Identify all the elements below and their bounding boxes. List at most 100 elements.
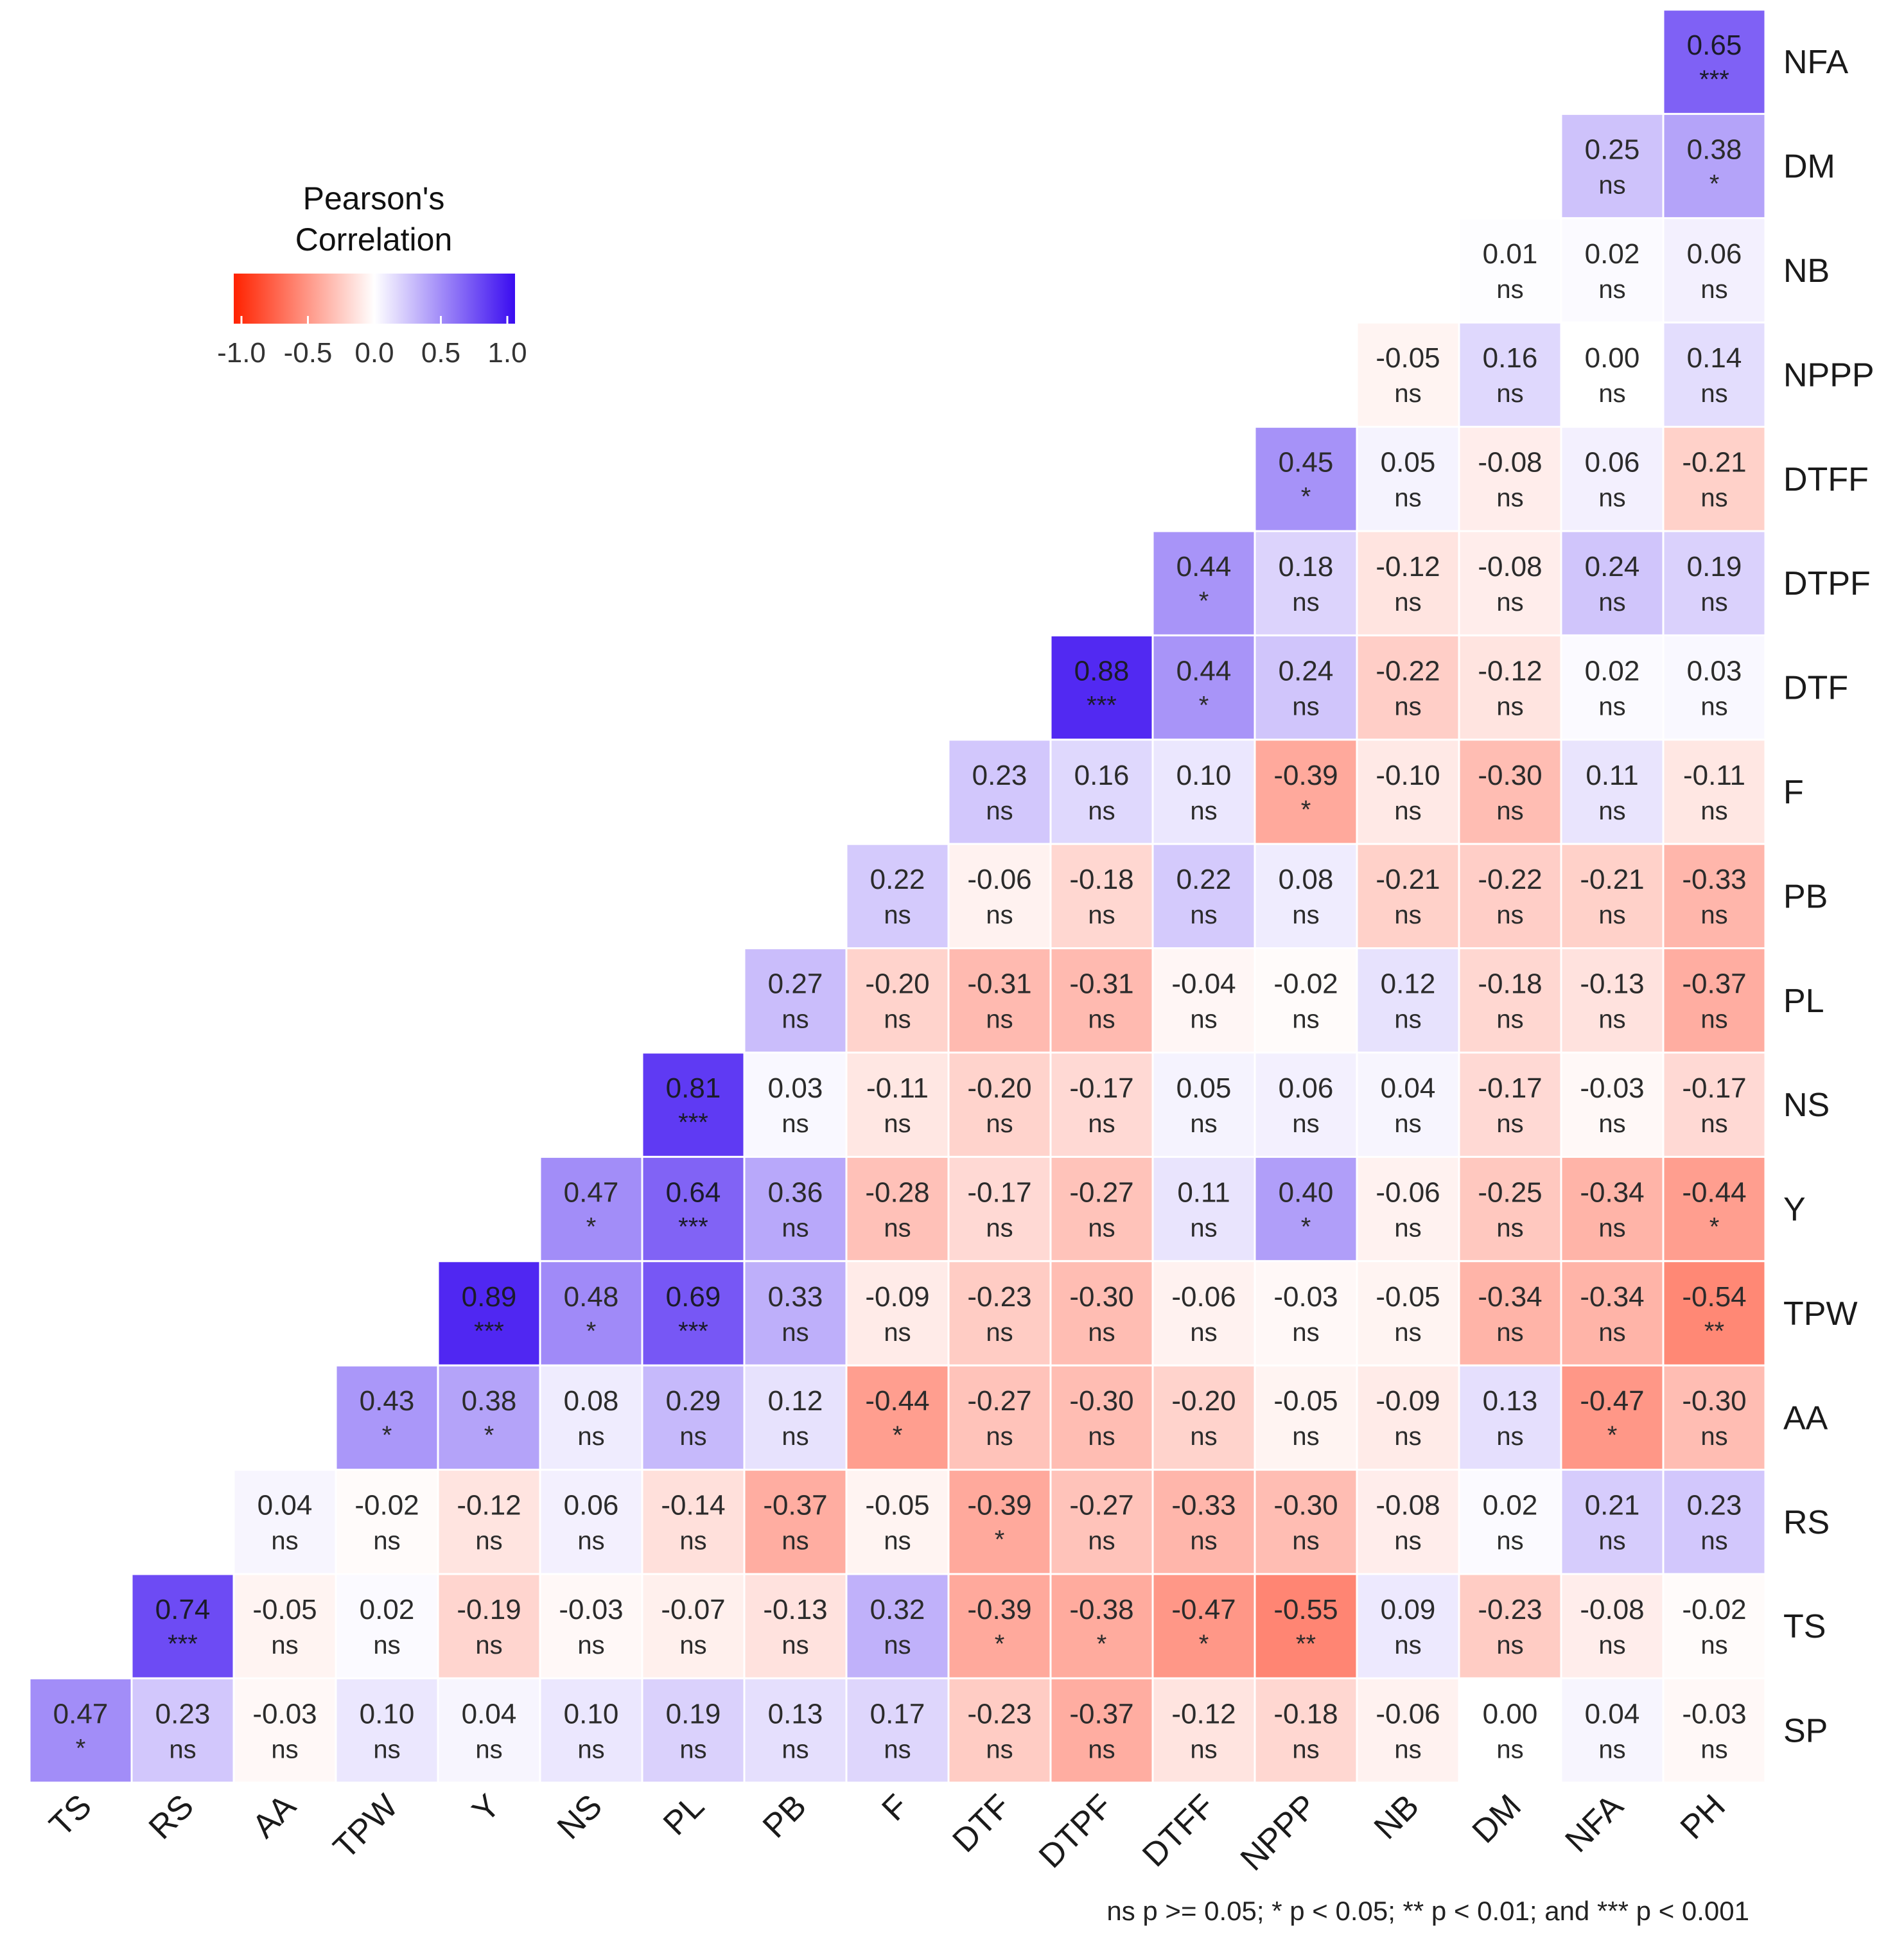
column-label: NS xyxy=(550,1787,609,1846)
cell-significance-label: ns xyxy=(1598,588,1625,617)
heatmap-cell: 0.38 * xyxy=(1662,112,1767,220)
cell-fill xyxy=(1254,530,1358,636)
cell-fill xyxy=(1356,634,1460,741)
cell-significance-label: ns xyxy=(782,1006,808,1034)
cell-fill xyxy=(130,1573,235,1679)
cell-significance-label: ns xyxy=(1598,901,1625,929)
heatmap-cell: 0.08 ns xyxy=(1254,843,1358,950)
cell-significance-label: ns xyxy=(1292,1735,1319,1763)
cell-fill xyxy=(1662,217,1767,324)
cell-significance-label: ns xyxy=(1394,1527,1421,1555)
cell-fill xyxy=(1458,1677,1562,1784)
cell-significance-label: * xyxy=(1199,587,1209,615)
cell-value-label: -0.30 xyxy=(1478,760,1542,791)
cell-significance-label: ns xyxy=(782,1422,808,1451)
cell-value-label: -0.05 xyxy=(865,1490,929,1521)
cell-significance-label: ns xyxy=(1700,1527,1727,1555)
cell-significance-label: ns xyxy=(884,1110,911,1138)
cell-significance-label: ns xyxy=(1088,797,1115,825)
cell-value-label: -0.09 xyxy=(865,1281,929,1313)
cell-value-label: -0.17 xyxy=(1069,1072,1133,1104)
cell-fill xyxy=(947,947,1052,1054)
heatmap-cell: -0.30 ns xyxy=(1254,1469,1358,1575)
cell-significance-label: ns xyxy=(1496,901,1523,929)
cell-value-label: -0.37 xyxy=(1069,1698,1133,1729)
cell-value-label: 0.10 xyxy=(360,1698,415,1729)
legend-title-line2: Correlation xyxy=(295,222,453,258)
cell-significance-label: ns xyxy=(475,1631,502,1659)
heatmap-cell: 0.01 ns xyxy=(1458,217,1562,324)
cell-fill xyxy=(1662,321,1767,428)
cell-fill xyxy=(1458,947,1562,1054)
column-label: TS xyxy=(42,1787,99,1844)
heatmap-cell: -0.04 ns xyxy=(1151,947,1256,1054)
cell-value-label: 0.64 xyxy=(666,1177,721,1208)
cell-fill xyxy=(1560,1155,1665,1263)
cell-fill xyxy=(1356,1469,1460,1575)
row-labels: NFADMNBNPPPDTFFDTPFDTFFPBPLNSYTPWAARSTSS… xyxy=(1783,44,1875,1749)
heatmap-cell: -0.18 ns xyxy=(1458,947,1562,1054)
cell-significance-label: ns xyxy=(1394,692,1421,721)
cell-fill xyxy=(1356,843,1460,950)
heatmap-cell: 0.32 ns xyxy=(845,1573,950,1679)
cell-significance-label: *** xyxy=(168,1630,198,1658)
cell-fill xyxy=(1458,217,1562,324)
cell-significance-label: * xyxy=(1301,1212,1311,1241)
heatmap-cell: 0.64 *** xyxy=(641,1155,746,1263)
legend-tick-label: -1.0 xyxy=(217,337,266,369)
cell-value-label: -0.37 xyxy=(763,1490,827,1521)
cell-significance-label: ns xyxy=(1190,1110,1217,1138)
heatmap-cell: -0.27 ns xyxy=(1049,1469,1154,1575)
legend-tick-label: 0.0 xyxy=(354,337,394,369)
cell-significance-label: ns xyxy=(1190,1527,1217,1555)
cell-value-label: -0.20 xyxy=(1171,1385,1236,1417)
row-label: SP xyxy=(1783,1713,1828,1750)
heatmap-cell: 0.04 ns xyxy=(1560,1677,1665,1784)
heatmap-cell: -0.20 ns xyxy=(845,947,950,1054)
heatmap-cell: -0.12 ns xyxy=(1458,634,1562,741)
row-label: NS xyxy=(1783,1087,1830,1124)
cell-fill xyxy=(845,1573,950,1679)
cell-value-label: -0.47 xyxy=(1171,1594,1236,1625)
cell-fill xyxy=(1049,947,1154,1054)
cell-fill xyxy=(845,1469,950,1575)
row-label: Y xyxy=(1783,1191,1806,1229)
legend-tick-label: 1.0 xyxy=(487,337,527,369)
cell-value-label: -0.34 xyxy=(1580,1177,1644,1208)
cell-value-label: 0.23 xyxy=(155,1698,211,1729)
cell-fill xyxy=(1560,843,1665,950)
cell-fill xyxy=(1049,1469,1154,1575)
cell-value-label: -0.10 xyxy=(1376,760,1440,791)
cell-fill xyxy=(1560,112,1665,220)
cell-fill xyxy=(743,1260,848,1367)
cell-significance-label: ns xyxy=(1292,1006,1319,1034)
cell-value-label: -0.27 xyxy=(1069,1177,1133,1208)
heatmap-cell: 0.18 ns xyxy=(1254,530,1358,636)
cell-fill xyxy=(641,1051,746,1158)
cell-significance-label: ns xyxy=(1292,1422,1319,1451)
cell-value-label: -0.08 xyxy=(1478,447,1542,478)
cell-fill xyxy=(1356,530,1460,636)
cell-value-label: 0.00 xyxy=(1585,342,1640,374)
cell-significance-label: ns xyxy=(271,1631,298,1659)
column-label: AA xyxy=(245,1787,303,1845)
cell-value-label: -0.09 xyxy=(1376,1385,1440,1417)
column-labels: TS RS AA TPW Y NS PL PB F DTF DTPF DTFF NPPP NB DM NFA P… xyxy=(42,1787,1733,1878)
column-label: DTPF xyxy=(1032,1787,1120,1875)
cell-significance-label: ** xyxy=(1704,1317,1724,1345)
cell-significance-label: ns xyxy=(1496,1422,1523,1451)
cell-fill xyxy=(1662,947,1767,1054)
cell-fill xyxy=(335,1364,439,1471)
heatmap-cell: 0.06 ns xyxy=(1254,1051,1358,1158)
cell-fill xyxy=(1254,1677,1358,1784)
significance-caption: ns p >= 0.05; * p < 0.05; ** p < 0.01; a… xyxy=(1106,1896,1749,1926)
heatmap-cell: 0.36 ns xyxy=(743,1155,848,1263)
heatmap-cell: -0.22 ns xyxy=(1458,843,1562,950)
cell-significance-label: ns xyxy=(782,1527,808,1555)
cell-value-label: 0.21 xyxy=(1585,1490,1640,1521)
cell-value-label: 0.02 xyxy=(360,1594,415,1625)
heatmap-cell: 0.89 *** xyxy=(437,1260,541,1367)
cell-fill xyxy=(1356,739,1460,845)
cell-fill xyxy=(1560,1677,1665,1784)
cell-significance-label: ns xyxy=(986,1214,1013,1242)
